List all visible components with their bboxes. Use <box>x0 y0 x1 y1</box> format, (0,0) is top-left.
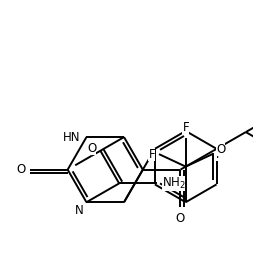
Text: F: F <box>182 121 189 134</box>
Text: N: N <box>75 204 84 217</box>
Text: O: O <box>216 143 225 157</box>
Text: HN: HN <box>63 131 81 143</box>
Text: O: O <box>16 163 25 176</box>
Text: NH$_2$: NH$_2$ <box>162 176 185 191</box>
Text: O: O <box>87 142 97 155</box>
Text: F: F <box>216 148 223 161</box>
Text: O: O <box>176 212 185 225</box>
Text: F: F <box>148 148 155 161</box>
